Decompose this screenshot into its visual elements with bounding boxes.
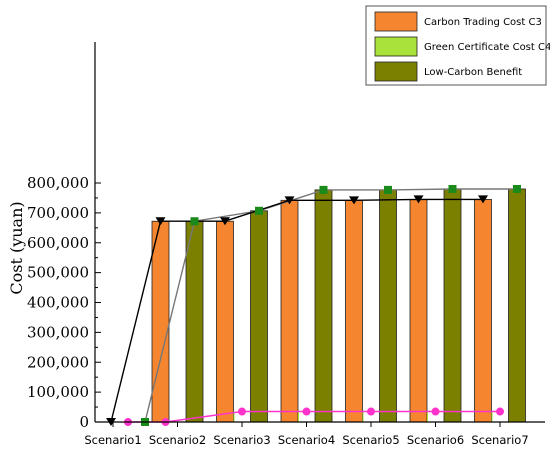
bars-layer <box>151 188 526 423</box>
marker-low-carbon-7 <box>513 184 521 193</box>
x-tick-label: Scenario4 <box>278 433 335 447</box>
y-tick-label: 300,000 <box>27 323 89 341</box>
y-tick-label: 600,000 <box>27 234 89 252</box>
marker-carbon-trading-5 <box>349 196 359 205</box>
bar-green-certificate-5 <box>362 411 364 422</box>
bar-green-certificate-7 <box>491 411 493 422</box>
y-tick-label: 100,000 <box>27 383 89 401</box>
x-tick-label: Scenario7 <box>471 433 528 447</box>
y-tick-label: 700,000 <box>27 204 89 222</box>
bar-low-carbon-7 <box>508 188 526 423</box>
legend-swatch <box>374 61 418 82</box>
x-tick-label: Scenario6 <box>407 433 464 447</box>
x-tick-label: Scenario3 <box>213 433 270 447</box>
bar-green-certificate-3 <box>233 411 235 422</box>
bar-carbon-trading-2 <box>151 220 170 423</box>
marker-low-carbon-4 <box>319 185 328 194</box>
legend-swatch <box>374 36 418 57</box>
bar-low-carbon-5 <box>379 189 397 423</box>
y-tick-label: 400,000 <box>27 294 89 312</box>
marker-low-carbon-3 <box>255 206 263 215</box>
marker-low-carbon-5 <box>384 185 392 194</box>
x-tick-label: Scenario2 <box>149 433 206 447</box>
marker-green-certificate-4 <box>302 407 311 416</box>
y-tick-label: 0 <box>79 413 89 431</box>
marker-green-certificate-3 <box>238 407 246 416</box>
bar-low-carbon-6 <box>443 188 462 423</box>
y-axis-label: Cost (yuan) <box>7 201 26 294</box>
legend: Carbon Trading Cost C3 Green Certificate … <box>365 5 550 86</box>
marker-carbon-trading-2 <box>155 217 166 226</box>
x-tick-label: Scenario5 <box>342 433 399 447</box>
marker-carbon-trading-3 <box>220 217 230 226</box>
bar-carbon-trading-7 <box>474 199 492 423</box>
bar-carbon-trading-6 <box>409 199 428 423</box>
marker-carbon-trading-4 <box>284 196 295 205</box>
markers-layer <box>106 184 521 426</box>
bar-low-carbon-2 <box>185 220 204 423</box>
marker-carbon-trading-7 <box>478 195 488 204</box>
legend-label: Low-Carbon Benefit <box>424 67 522 78</box>
bar-low-carbon-3 <box>250 210 268 423</box>
marker-carbon-trading-6 <box>413 195 424 204</box>
y-tick-label: 200,000 <box>27 353 89 371</box>
x-tick-label: Scenario1 <box>84 433 141 447</box>
bar-green-certificate-6 <box>427 411 428 422</box>
axes-layer: 0 100,000 200,000 300,000 400,000 500,000 600,… <box>27 42 545 447</box>
bar-low-carbon-4 <box>314 189 333 423</box>
legend-swatch <box>374 11 418 32</box>
legend-label: Carbon Trading Cost C3 <box>424 17 542 28</box>
legend-label: Green Certificate Cost C4 <box>424 42 550 53</box>
bar-green-certificate-4 <box>298 411 299 422</box>
marker-low-carbon-6 <box>448 184 457 193</box>
y-tick-label: 800,000 <box>27 174 89 192</box>
bar-carbon-trading-3 <box>216 220 234 423</box>
bar-carbon-trading-5 <box>345 199 363 423</box>
bar-carbon-trading-4 <box>280 199 299 423</box>
marker-low-carbon-2 <box>190 217 199 226</box>
y-tick-label: 500,000 <box>27 264 89 282</box>
marker-green-certificate-6 <box>431 407 440 416</box>
marker-green-certificate-7 <box>496 407 504 416</box>
marker-green-certificate-5 <box>367 407 375 416</box>
